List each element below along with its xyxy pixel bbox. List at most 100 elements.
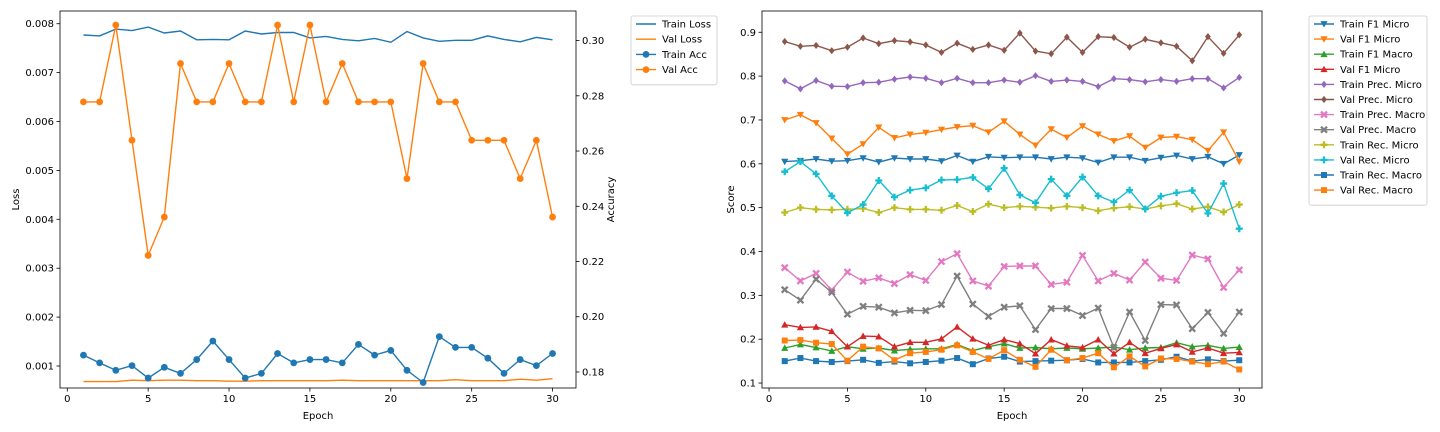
data-point xyxy=(890,135,899,142)
data-point xyxy=(1110,364,1117,371)
data-point xyxy=(1032,47,1039,55)
data-point xyxy=(984,153,993,161)
data-point xyxy=(796,158,804,166)
x-tick-label: 5 xyxy=(844,394,850,405)
data-point xyxy=(907,38,913,46)
data-point xyxy=(1078,311,1087,320)
data-point xyxy=(937,158,946,165)
data-point xyxy=(1219,329,1228,338)
data-point xyxy=(484,136,492,144)
data-point xyxy=(874,303,883,312)
legend-item: Train Loss xyxy=(636,20,711,31)
data-point xyxy=(1157,300,1165,309)
y-tick-label: 0.6 xyxy=(740,159,756,170)
data-point xyxy=(860,79,866,87)
data-point xyxy=(875,159,883,166)
data-point xyxy=(1189,57,1196,65)
legend: Train Loss Val Loss Train Acc Val Acc xyxy=(630,15,718,86)
data-point xyxy=(225,60,233,67)
data-point xyxy=(953,272,961,280)
data-point xyxy=(177,60,184,67)
data-point xyxy=(1047,175,1055,183)
data-point xyxy=(875,176,883,184)
legend-item: Train F1 Micro xyxy=(1314,20,1409,31)
data-point xyxy=(1016,302,1024,310)
data-point xyxy=(906,131,914,139)
series-line xyxy=(784,324,1240,355)
data-point xyxy=(1001,353,1008,360)
data-point xyxy=(257,369,265,377)
data-point xyxy=(1095,83,1102,91)
data-point xyxy=(890,346,899,354)
y-tick-label: 0.3 xyxy=(740,291,756,302)
data-point xyxy=(1126,186,1134,194)
data-point xyxy=(241,374,249,382)
data-point xyxy=(796,340,805,348)
data-point xyxy=(1205,33,1211,41)
data-point xyxy=(1125,154,1134,161)
plot-frame xyxy=(59,10,577,389)
data-point xyxy=(419,60,427,67)
data-point xyxy=(1235,201,1243,209)
data-point xyxy=(828,135,836,142)
data-point xyxy=(859,277,867,286)
data-point xyxy=(1189,75,1196,83)
data-point xyxy=(843,343,852,350)
data-point xyxy=(1047,126,1055,133)
data-point xyxy=(1125,276,1134,284)
data-point xyxy=(890,343,899,350)
x-tick-label: 15 xyxy=(304,394,317,405)
data-point xyxy=(969,300,977,308)
series-line xyxy=(784,202,1240,214)
x-tick-label: 20 xyxy=(384,394,397,405)
data-point xyxy=(953,201,961,209)
data-point xyxy=(921,276,930,285)
data-point xyxy=(812,170,820,178)
data-point xyxy=(1141,349,1149,357)
data-point xyxy=(796,277,805,285)
data-point xyxy=(843,310,852,319)
data-point xyxy=(844,357,851,364)
data-point xyxy=(387,347,395,354)
data-point xyxy=(1110,350,1118,357)
y-tick-label: 0.001 xyxy=(25,361,54,372)
data-point xyxy=(419,379,427,386)
series-line xyxy=(784,355,1240,365)
y-tick-label: 0.008 xyxy=(25,19,54,30)
data-point xyxy=(1032,358,1039,365)
legend-item: Val Prec. Micro xyxy=(1314,95,1413,106)
data-point xyxy=(1111,75,1117,83)
data-point xyxy=(1172,152,1181,160)
data-point xyxy=(1188,187,1196,195)
data-point xyxy=(984,312,993,321)
y-tick-label: 0.1 xyxy=(740,379,756,390)
y-tick-label: 0.5 xyxy=(740,203,756,214)
data-point xyxy=(828,327,836,335)
data-point xyxy=(1142,35,1149,43)
data-point xyxy=(1032,363,1039,370)
data-point xyxy=(1141,157,1149,165)
data-point xyxy=(843,157,852,165)
data-point xyxy=(306,356,314,363)
y-axis-label: Score xyxy=(726,185,737,213)
legend-marker xyxy=(1321,187,1327,194)
data-point xyxy=(813,76,819,85)
series-val-prec-micro xyxy=(781,29,1243,65)
data-point xyxy=(1126,353,1133,360)
legend-label: Train F1 Macro xyxy=(1339,50,1413,61)
series-train-prec-micro xyxy=(781,72,1243,93)
data-point xyxy=(937,257,946,266)
data-point xyxy=(781,344,789,351)
data-point xyxy=(1188,156,1196,163)
data-point xyxy=(1078,251,1087,260)
data-point xyxy=(1157,202,1165,210)
data-point xyxy=(241,98,249,106)
data-point xyxy=(922,129,930,137)
data-point xyxy=(1094,344,1102,351)
data-point xyxy=(387,98,395,106)
data-point xyxy=(1188,324,1197,333)
series-val-f1-micro xyxy=(781,321,1243,357)
data-point xyxy=(781,117,789,124)
data-point xyxy=(177,369,184,377)
series-val-loss xyxy=(83,378,553,383)
